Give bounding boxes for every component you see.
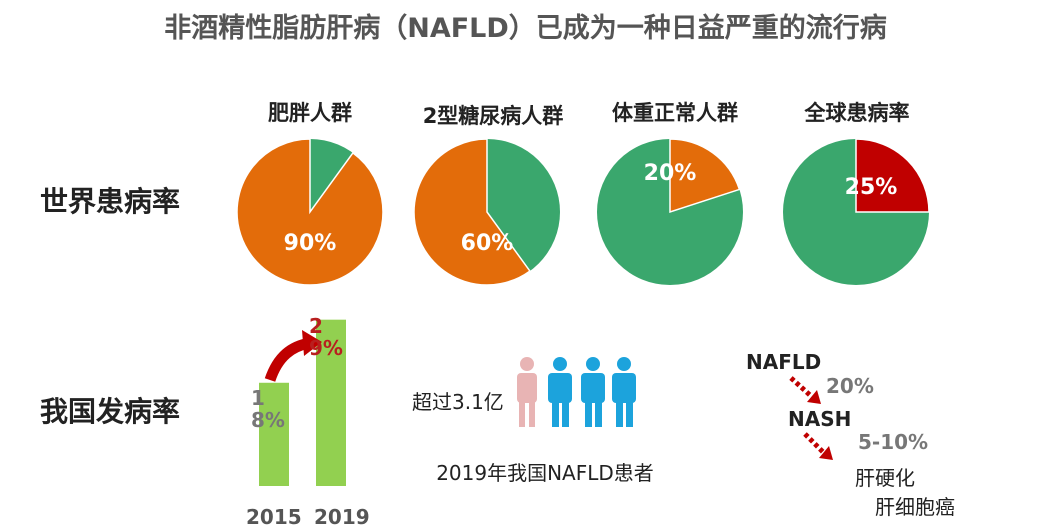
- pie-value-normal-weight: 20%: [644, 161, 697, 186]
- flow-arrow-2: [803, 432, 833, 460]
- flow-arrows: [789, 376, 833, 460]
- growth-arrow-head: [302, 330, 322, 356]
- pie-slice-global: [855, 138, 930, 213]
- pie-slice-diabetes: [413, 138, 531, 286]
- pie-value-diabetes: 60%: [461, 231, 514, 256]
- person-icon: [517, 357, 636, 427]
- pie-value-global: 25%: [845, 175, 898, 200]
- pie-label-global: 全球患病率: [804, 101, 910, 125]
- flow-stage-nafld: NAFLD: [746, 350, 822, 374]
- row-label-world: 世界患病率: [40, 185, 181, 218]
- flow-stage-nash: NASH: [788, 407, 852, 431]
- flow-arrow-1: [789, 376, 821, 404]
- flow-rate-1: 20%: [826, 374, 874, 398]
- flow-outcome-hcc: 肝细胞癌: [875, 495, 955, 519]
- row-label-china: 我国发病率: [40, 395, 181, 428]
- bar-category-2019: 2019: [314, 505, 370, 529]
- page-title: 非酒精性脂肪肝病（NAFLD）已成为一种日益严重的流行病: [164, 13, 887, 44]
- patient-caption: 2019年我国NAFLD患者: [436, 461, 654, 485]
- pie-label-obese: 肥胖人群: [268, 101, 352, 125]
- bar-value-2019: 29%: [309, 314, 343, 360]
- flow-outcome-cirrhosis: 肝硬化: [855, 466, 915, 490]
- patient-count: 超过3.1亿: [412, 390, 504, 414]
- bar-category-2015: 2015: [246, 505, 302, 529]
- bar-2019: [316, 319, 346, 486]
- bar-value-2015: 18%: [251, 386, 285, 432]
- pie-label-normal-weight: 体重正常人群: [612, 101, 738, 125]
- bar-2015: [259, 382, 289, 486]
- flow-rate-2: 5-10%: [858, 430, 929, 454]
- pie-value-obese: 90%: [284, 231, 337, 256]
- bar-chart: [259, 319, 346, 486]
- pie-slice-obese: [236, 138, 384, 286]
- pie-slice-normal-weight: [669, 138, 741, 214]
- person-icon-pink: [517, 357, 537, 427]
- pie-label-diabetes: 2型糖尿病人群: [422, 104, 564, 128]
